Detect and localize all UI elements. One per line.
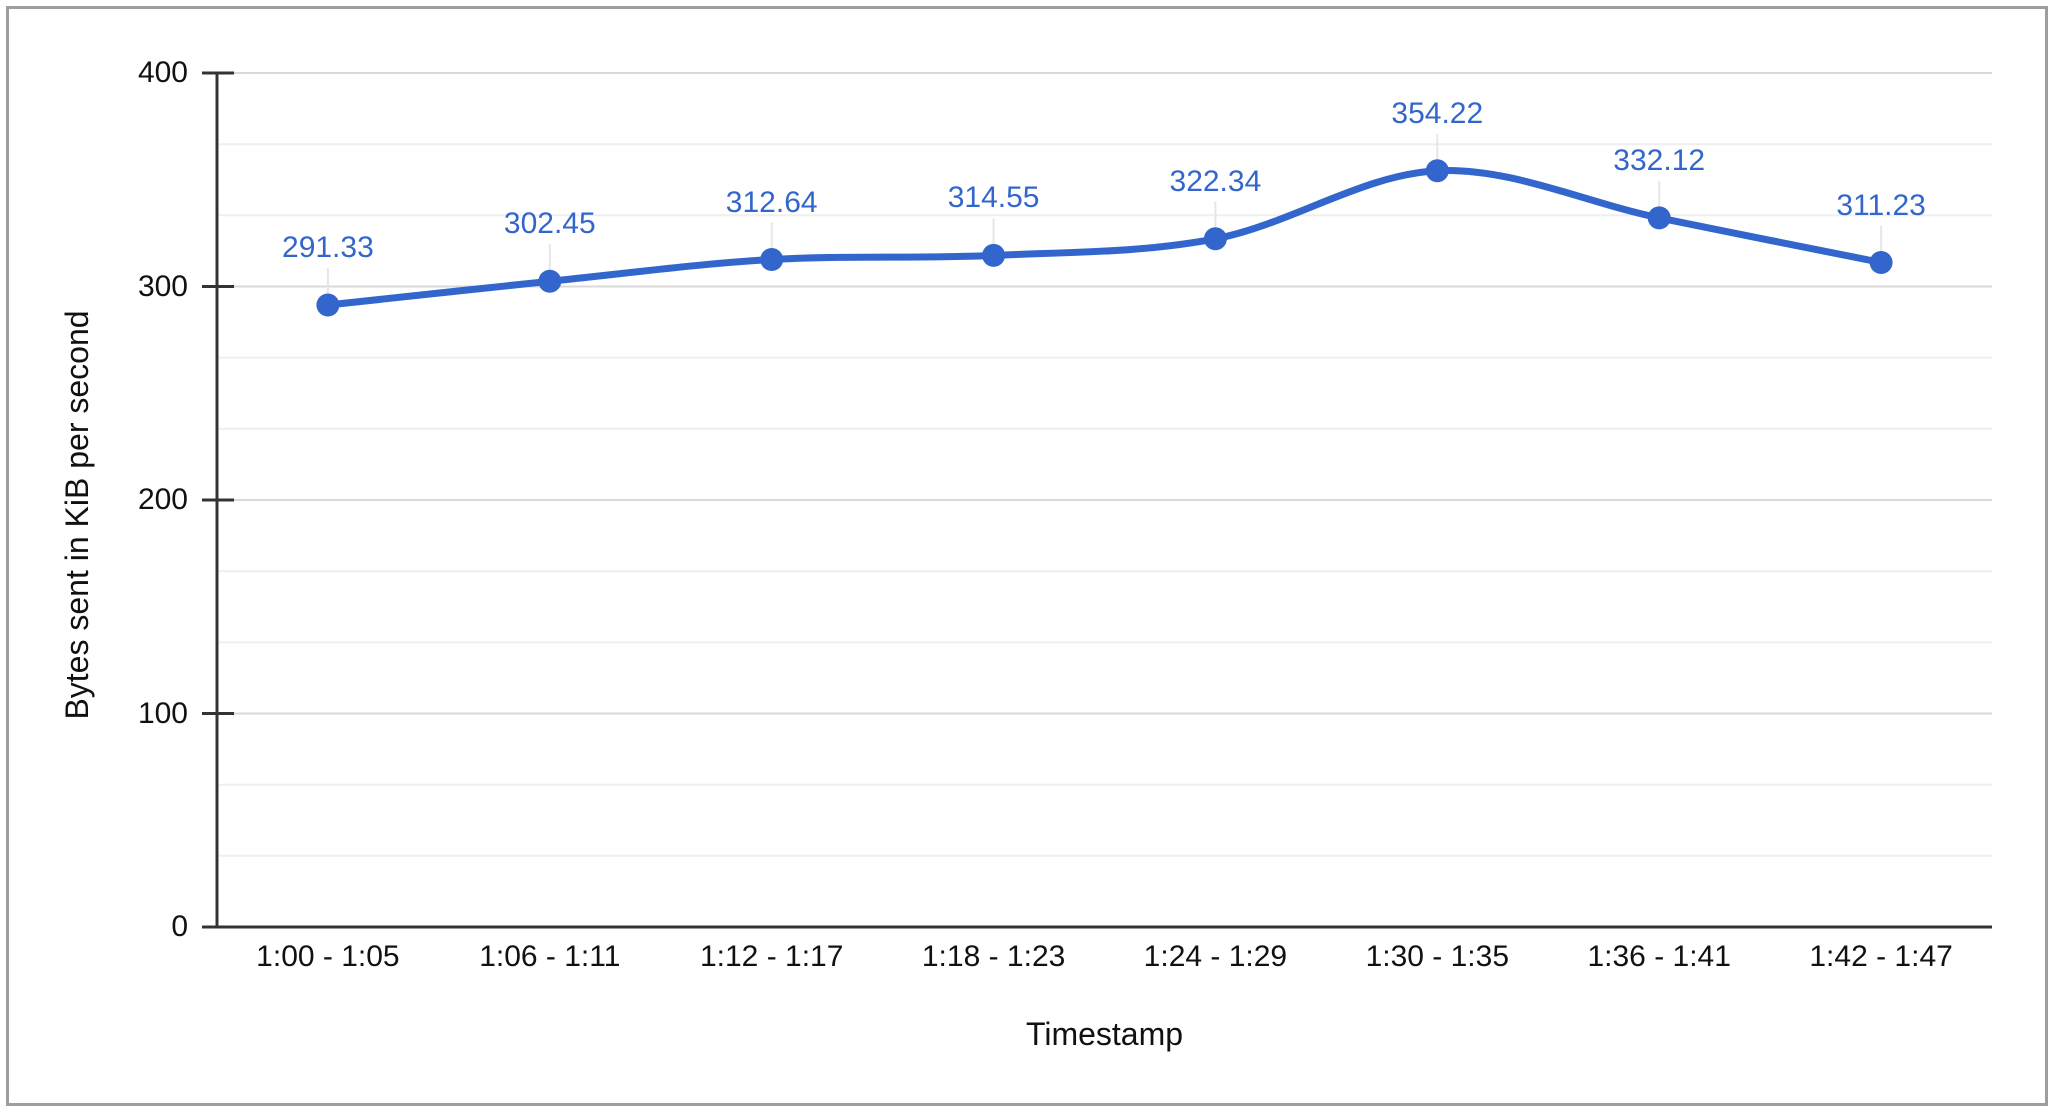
x-axis-tick-label: 1:12 - 1:17	[699, 940, 844, 973]
data-point-marker[interactable]	[1203, 227, 1227, 251]
x-axis-tick-label: 1:00 - 1:05	[256, 940, 400, 973]
y-axis-tick-label: 100	[137, 696, 188, 730]
data-point-label: 311.23	[1836, 188, 1926, 222]
y-axis-tick-label: 400	[137, 56, 188, 89]
data-point-marker[interactable]	[760, 248, 784, 271]
x-axis-tick-label: 1:18 - 1:23	[921, 940, 1066, 973]
data-point-label: 314.55	[947, 181, 1040, 215]
x-axis-tick-label: 1:06 - 1:11	[479, 940, 621, 973]
data-point-marker[interactable]	[316, 293, 340, 317]
data-point-label: 322.34	[1169, 164, 1262, 198]
data-point-label: 332.12	[1613, 143, 1706, 177]
x-axis-tick-label: 1:36 - 1:41	[1587, 940, 1731, 973]
y-axis-tick-label: 0	[171, 910, 188, 943]
data-point-marker[interactable]	[1647, 206, 1671, 230]
x-axis-title: Timestamp	[1025, 1016, 1184, 1052]
data-point-label: 302.45	[503, 207, 596, 241]
data-point-marker[interactable]	[1869, 251, 1893, 274]
data-point-marker[interactable]	[982, 243, 1006, 267]
x-axis-tick-label: 1:24 - 1:29	[1143, 940, 1288, 973]
series-line	[324, 167, 1885, 309]
data-point-marker[interactable]	[1425, 159, 1449, 183]
data-point-label: 354.22	[1391, 96, 1484, 130]
y-axis-tick-label: 300	[137, 269, 188, 303]
data-point-label: 291.33	[282, 231, 374, 264]
x-axis-tick-label: 1:30 - 1:35	[1365, 940, 1510, 973]
x-axis-tick-label: 1:42 - 1:47	[1809, 940, 1953, 973]
y-axis-tick-label: 200	[137, 483, 188, 516]
data-point-label: 312.64	[725, 185, 818, 219]
data-point-marker[interactable]	[538, 269, 562, 293]
y-axis-title: Bytes sent in KiB per second	[59, 310, 95, 720]
